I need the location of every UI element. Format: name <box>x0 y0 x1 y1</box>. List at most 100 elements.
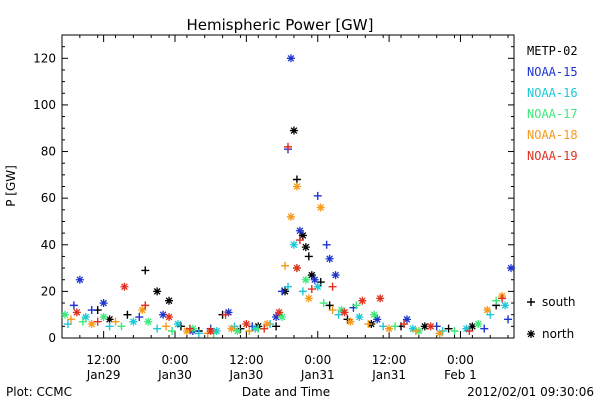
legend-entry: NOAA-17 <box>527 107 578 121</box>
data-point-south <box>295 236 304 245</box>
y-tick-label: 0 <box>48 331 56 345</box>
data-point-south <box>185 324 194 333</box>
data-point-north <box>420 322 429 331</box>
data-point-north <box>278 313 287 322</box>
data-point-south <box>111 317 120 326</box>
data-point-south <box>292 175 301 184</box>
data-point-south <box>162 322 171 331</box>
legend-marker-label: north <box>542 327 574 341</box>
data-point-south <box>298 287 307 296</box>
data-point-north <box>233 327 242 336</box>
legend-marker-label: south <box>542 295 576 309</box>
data-point-south <box>141 301 150 310</box>
plot-area-frame <box>61 34 515 339</box>
data-point-north <box>242 320 251 329</box>
data-point-north <box>224 308 233 317</box>
data-point-south <box>168 327 177 336</box>
data-point-south <box>325 301 334 310</box>
x-tick-label-date: Jan30 <box>157 368 192 382</box>
data-point-north <box>316 203 325 212</box>
data-point-south <box>364 320 373 329</box>
x-tick-label-time: 12:00 <box>86 353 121 367</box>
x-tick-label-date: Jan31 <box>300 368 335 382</box>
data-point-south <box>260 324 269 333</box>
data-point-south <box>304 252 313 261</box>
legend: METP-02 NOAA-15 NOAA-16 NOAA-17 NOAA-18 NOAA-… <box>527 44 578 163</box>
data-point-south <box>486 310 495 319</box>
data-point-north <box>138 306 147 315</box>
data-point-north <box>165 313 174 322</box>
data-point-south <box>498 294 507 303</box>
data-point-north <box>87 320 96 329</box>
x-tick-label-date: Jan29 <box>86 368 121 382</box>
data-point-north <box>304 294 313 303</box>
legend-entry: METP-02 <box>527 44 578 58</box>
marker-legend: south north <box>527 295 576 341</box>
x-axis-label: Date and Time <box>242 385 330 399</box>
data-point-north <box>301 275 310 284</box>
data-point-north <box>325 254 334 263</box>
data-point-south <box>379 322 388 331</box>
data-point-south <box>352 301 361 310</box>
data-point-north <box>173 320 182 329</box>
data-point-south <box>194 329 203 338</box>
data-point-north <box>408 324 417 333</box>
legend-entry: NOAA-18 <box>527 128 578 142</box>
data-point-south <box>278 287 287 296</box>
y-tick-label: 100 <box>33 98 56 112</box>
data-point-north <box>272 313 281 322</box>
data-point-north <box>376 294 385 303</box>
data-point-north <box>286 212 295 221</box>
data-point-south <box>322 240 331 249</box>
data-point-north <box>120 282 129 291</box>
x-axis-ticks: 12:00Jan290:00Jan3012:00Jan300:00Jan3112… <box>61 35 509 382</box>
data-point-south <box>221 310 230 319</box>
data-point-north <box>313 282 322 291</box>
x-tick-label-time: 12:00 <box>229 353 264 367</box>
data-point-north <box>165 296 174 305</box>
data-point-south <box>87 306 96 315</box>
data-point-north <box>275 308 284 317</box>
data-point-north <box>263 320 272 329</box>
data-point-north <box>292 182 301 191</box>
data-point-south <box>465 327 474 336</box>
data-point-north <box>289 240 298 249</box>
legend-entry: NOAA-15 <box>527 65 578 79</box>
data-point-south <box>117 322 126 331</box>
legend-marker-symbol <box>527 330 535 338</box>
data-point-north <box>370 310 379 319</box>
data-point-south <box>316 278 325 287</box>
data-point-north <box>292 264 301 273</box>
data-point-south <box>272 322 281 331</box>
legend-entry: NOAA-19 <box>527 149 578 163</box>
data-point-north <box>75 275 84 284</box>
data-point-south <box>399 320 408 329</box>
data-point-north <box>227 324 236 333</box>
data-point-north <box>468 322 477 331</box>
data-point-south <box>504 315 513 324</box>
data-point-south <box>153 324 162 333</box>
data-point-north <box>355 313 364 322</box>
data-point-south <box>141 266 150 275</box>
data-point-north <box>81 313 90 322</box>
y-tick-label: 80 <box>41 145 56 159</box>
data-point-south <box>328 282 337 291</box>
legend-entry: NOAA-16 <box>527 86 578 100</box>
data-point-north <box>331 271 340 280</box>
data-point-north <box>99 313 108 322</box>
data-point-north <box>483 306 492 315</box>
data-point-south <box>281 261 290 270</box>
y-tick-label: 120 <box>33 51 56 65</box>
legend-marker-symbol <box>527 298 535 306</box>
data-point-south <box>66 315 75 324</box>
y-axis-label: P [GW] <box>4 165 18 207</box>
data-point-north <box>507 264 516 273</box>
data-point-north <box>298 231 307 240</box>
y-axis-ticks: 0 20 40 60 80 100 120 <box>33 46 514 345</box>
data-point-north <box>159 310 168 319</box>
data-point-south <box>63 320 72 329</box>
data-point-north <box>426 322 435 331</box>
y-tick-label: 40 <box>41 238 56 252</box>
data-point-north <box>402 315 411 324</box>
data-point-north <box>105 315 114 324</box>
